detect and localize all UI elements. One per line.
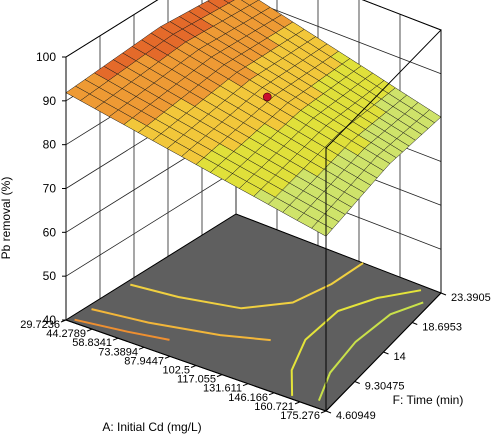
z-tick-label: 100 [36,50,56,64]
x-tick-label: 29.7236 [20,319,60,331]
x-tick [242,383,249,387]
x-tick [320,410,327,414]
z-tick-label: 80 [43,138,57,152]
y-tick [383,351,389,355]
response-surface [65,0,442,237]
y-tick-label: 4.60949 [336,410,376,422]
x-tick [164,355,171,359]
x-tick [190,365,197,368]
z-axis-label: Pb removal (%) [0,177,13,260]
x-tick-label: 117.055 [177,374,216,386]
z-tick-label: 60 [43,225,57,239]
contour-line [130,262,364,310]
x-tick-label: 175.276 [280,410,320,422]
x-tick [268,392,275,396]
x-tick [112,337,119,341]
x-tick-label: 146.166 [228,392,268,404]
z-tick-label: 50 [43,269,57,283]
y-tick [440,292,447,296]
x-axis-label: A: Initial Cd (mg/L) [102,420,201,434]
y-tick-label: 23.3905 [451,292,491,304]
y-tick-label: 9.30475 [365,380,405,392]
axis-edge [325,292,442,412]
contour-line [74,318,170,341]
x-tick-label: 58.8341 [72,337,112,349]
x-tick [86,328,93,332]
z-tick-label: 90 [43,94,57,108]
x-tick [216,374,223,378]
y-tick [325,410,332,414]
surface-facet [311,220,333,237]
box-top-edge [65,0,442,149]
x-tick-label: 131.611 [203,383,242,395]
x-tick-label: 87.9447 [124,355,164,367]
x-tick-label: 160.721 [254,401,294,413]
contour-line [91,308,271,342]
y-tick [412,322,418,325]
x-tick-label: 102.5 [162,365,190,377]
axes [60,0,447,414]
y-tick-label: 14 [394,351,406,363]
y-tick [354,381,360,384]
y-axis-label: F: Time (min) [393,393,464,407]
x-tick [60,319,67,323]
x-tick [294,401,301,405]
design-point [262,92,272,102]
z-tick-label: 70 [43,182,57,196]
x-tick [138,346,145,350]
x-tick-label: 44.2789 [46,328,86,340]
contour-line [290,289,422,396]
tick-labels: 100 90 80 70 60 50 4029.723644.278958.834173.3… [20,50,491,422]
z-tick-label: 40 [43,313,57,327]
y-tick-label: 18.6953 [422,321,462,333]
x-tick-label: 73.3894 [98,346,138,358]
